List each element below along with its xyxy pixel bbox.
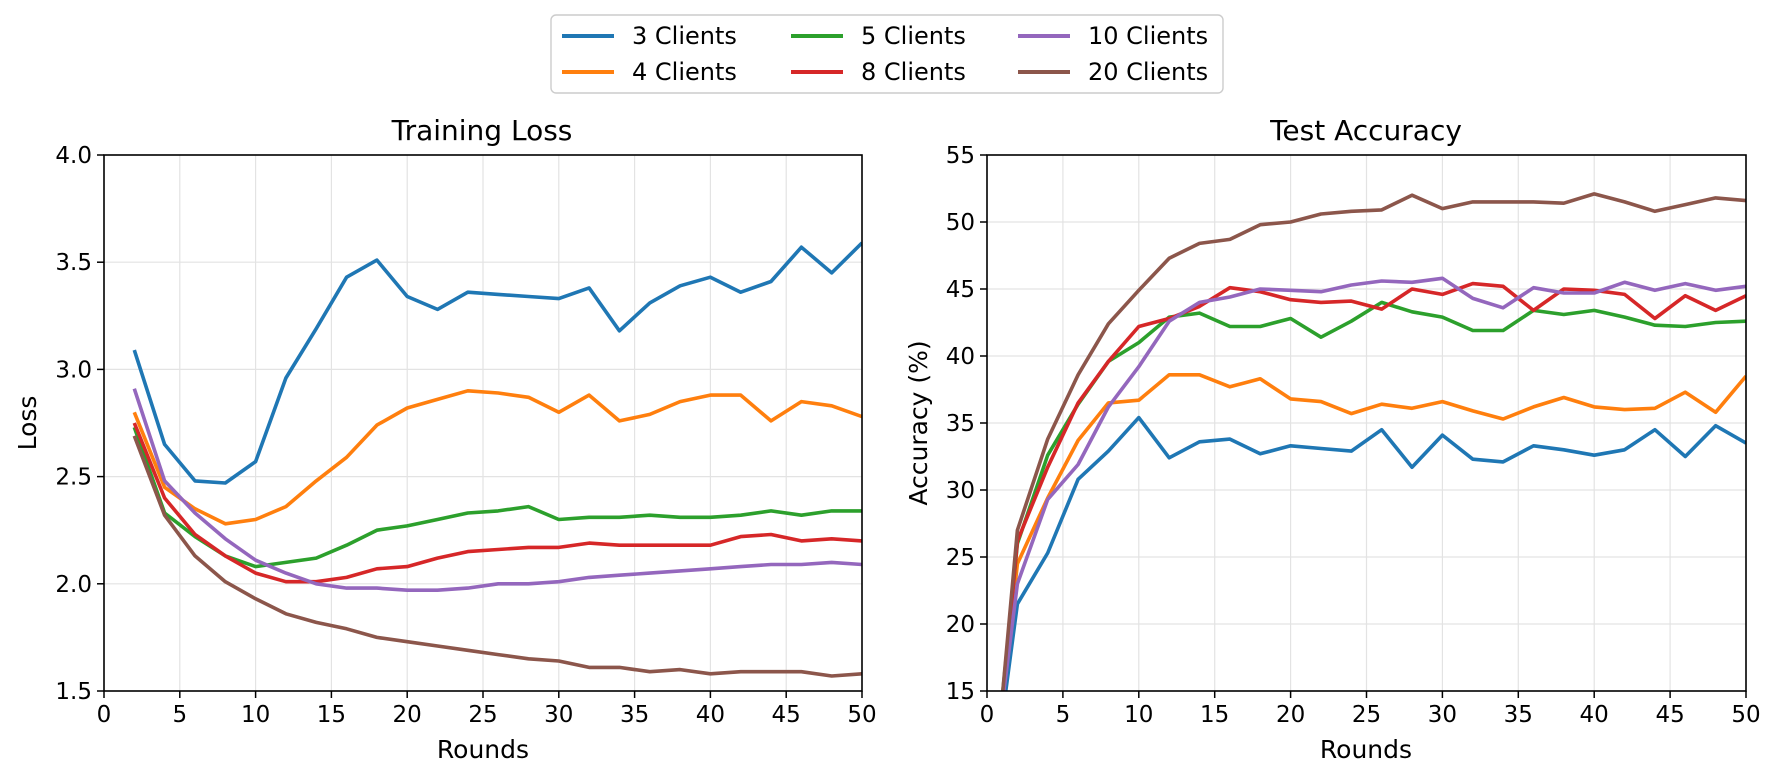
training-loss-axes-frame <box>103 154 863 692</box>
training-loss-x-tick-label: 25 <box>468 702 497 728</box>
training-loss-line-8-clients <box>132 422 862 584</box>
training-loss-line-20-clients <box>132 435 862 678</box>
test-accuracy-line-3-clients <box>1003 415 1746 691</box>
test-accuracy-panel: Test Accuracy 0 5 10 15 20 25 30 35 40 45 50 15 20 25… <box>904 114 1761 764</box>
training-loss-panel: Training Loss 0 5 10 15 20 25 30 35 40 45 50 1.5 2.0… <box>13 114 877 764</box>
training-loss-x-tick-label: 35 <box>620 702 649 728</box>
legend-item-5-clients: 5 Clients <box>791 22 966 50</box>
test-accuracy-y-tick-label: 45 <box>946 277 975 303</box>
test-accuracy-axes-frame <box>986 154 1747 692</box>
training-loss-x-axis-label: Rounds <box>437 735 529 764</box>
test-accuracy-y-tick-label: 30 <box>946 478 975 504</box>
training-loss-x-tick-label: 10 <box>241 702 270 728</box>
test-accuracy-x-tick-label: 15 <box>1200 702 1229 728</box>
test-accuracy-x-tick-label: 35 <box>1504 702 1533 728</box>
training-loss-y-tick-label: 2.5 <box>55 465 92 491</box>
test-accuracy-y-axis-label: Accuracy (%) <box>904 340 933 505</box>
legend-item-3-clients: 3 Clients <box>562 22 737 50</box>
legend-item-8-clients: 8 Clients <box>791 58 966 86</box>
legend-label: 10 Clients <box>1088 22 1208 50</box>
test-accuracy-line-10-clients <box>1002 276 1746 691</box>
test-accuracy-line-4-clients <box>1001 372 1746 691</box>
training-loss-y-tick-label: 4.0 <box>55 143 92 169</box>
test-accuracy-x-tick-label: 5 <box>1056 702 1071 728</box>
test-accuracy-x-tick-label: 45 <box>1655 702 1684 728</box>
test-accuracy-line-8-clients <box>1001 281 1746 691</box>
test-accuracy-x-tick-label: 50 <box>1731 702 1760 728</box>
legend-item-10-clients: 10 Clients <box>1018 22 1208 50</box>
test-accuracy-line-20-clients <box>1001 192 1746 691</box>
test-accuracy-y-tick-label: 15 <box>946 679 975 705</box>
test-accuracy-x-tick-label: 20 <box>1276 702 1305 728</box>
legend-label: 4 Clients <box>632 58 737 86</box>
test-accuracy-x-tick-label: 0 <box>980 702 995 728</box>
test-accuracy-x-tick-label: 30 <box>1428 702 1457 728</box>
training-loss-y-tick-label: 2.0 <box>55 572 92 598</box>
test-accuracy-y-tick-label: 40 <box>946 344 975 370</box>
training-loss-line-4-clients <box>132 388 862 526</box>
test-accuracy-y-tick-label: 25 <box>946 545 975 571</box>
test-accuracy-x-tick-label: 25 <box>1352 702 1381 728</box>
test-accuracy-ticks: 0 5 10 15 20 25 30 35 40 45 50 15 20 25 30 35 40 45 50 55 <box>946 143 1761 728</box>
test-accuracy-x-tick-label: 10 <box>1124 702 1153 728</box>
training-loss-line-5-clients <box>132 426 862 569</box>
training-loss-y-tick-label: 3.5 <box>55 250 92 276</box>
legend-item-20-clients: 20 Clients <box>1018 58 1208 86</box>
training-loss-y-tick-label: 3.0 <box>55 357 92 383</box>
legend-label: 8 Clients <box>861 58 966 86</box>
training-loss-y-axis-label: Loss <box>13 396 42 451</box>
test-accuracy-x-tick-label: 40 <box>1580 702 1609 728</box>
training-loss-title: Training Loss <box>391 114 573 147</box>
test-accuracy-y-tick-label: 55 <box>946 143 975 169</box>
legend-label: 20 Clients <box>1088 58 1208 86</box>
legend-label: 3 Clients <box>632 22 737 50</box>
test-accuracy-y-tick-label: 50 <box>946 210 975 236</box>
training-loss-x-tick-label: 15 <box>317 702 346 728</box>
test-accuracy-x-axis-label: Rounds <box>1320 735 1412 764</box>
training-loss-x-tick-label: 40 <box>696 702 725 728</box>
training-loss-x-tick-label: 50 <box>847 702 876 728</box>
training-loss-y-tick-label: 1.5 <box>55 679 92 705</box>
training-loss-x-tick-label: 0 <box>97 702 112 728</box>
legend-item-4-clients: 4 Clients <box>562 58 737 86</box>
training-loss-ticks: 0 5 10 15 20 25 30 35 40 45 50 1.5 2.0 2.5 3.0 3.5 4.0 <box>55 143 876 728</box>
test-accuracy-y-tick-label: 20 <box>946 612 975 638</box>
test-accuracy-series <box>1001 192 1746 691</box>
training-loss-grid <box>103 154 863 692</box>
training-loss-x-tick-label: 5 <box>172 702 187 728</box>
training-loss-x-tick-label: 20 <box>393 702 422 728</box>
training-loss-x-tick-label: 30 <box>544 702 573 728</box>
training-loss-series <box>132 241 862 678</box>
legend: 3 Clients 4 Clients 5 Clients 8 Clients 10 C… <box>550 14 1224 94</box>
test-accuracy-line-5-clients <box>1001 300 1746 691</box>
test-accuracy-title: Test Accuracy <box>1269 114 1462 147</box>
training-loss-x-tick-label: 45 <box>772 702 801 728</box>
legend-label: 5 Clients <box>861 22 966 50</box>
training-loss-line-3-clients <box>132 241 862 485</box>
training-loss-line-10-clients <box>132 388 862 593</box>
test-accuracy-y-tick-label: 35 <box>946 411 975 437</box>
